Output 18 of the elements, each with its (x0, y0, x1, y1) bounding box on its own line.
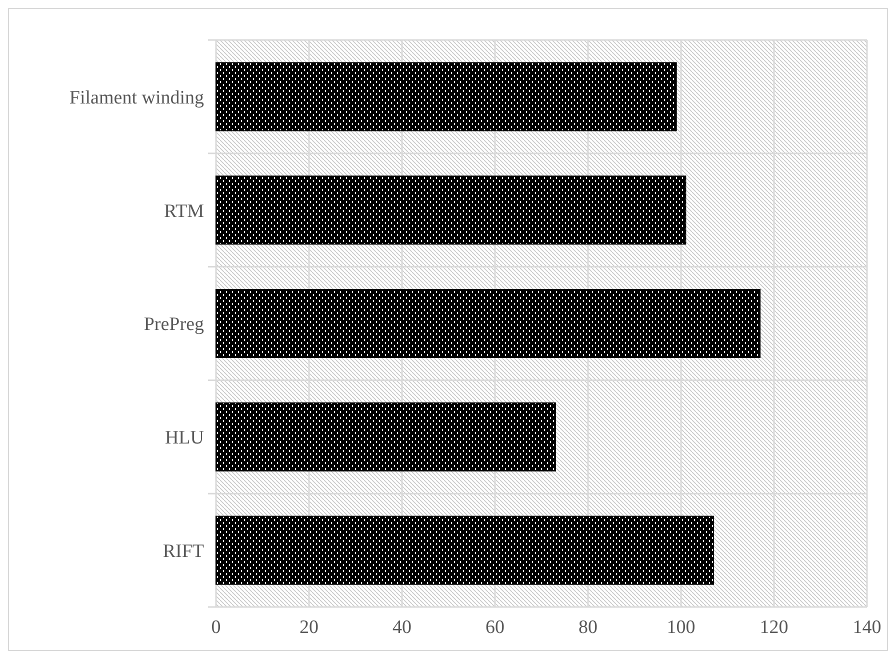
x-tick-label: 140 (852, 617, 882, 638)
y-tick-label: PrePreg (144, 314, 204, 336)
x-tick-label: 20 (300, 617, 318, 638)
y-tick-label: Filament winding (69, 87, 204, 108)
x-tick-label: 0 (211, 617, 221, 638)
bar (216, 402, 556, 472)
x-tick-label: 60 (486, 617, 504, 638)
bar (216, 288, 761, 358)
y-tick-label: RTM (164, 200, 204, 222)
bar (216, 516, 714, 585)
x-tick-label: 80 (578, 617, 598, 638)
x-tick-label: 120 (760, 617, 788, 638)
x-tick-label: 100 (666, 617, 696, 638)
y-tick-label: HLU (164, 428, 204, 449)
bar (216, 176, 686, 245)
x-tick-label: 40 (392, 617, 412, 638)
y-tick-label: RIFT (162, 540, 204, 562)
bar (216, 62, 677, 132)
